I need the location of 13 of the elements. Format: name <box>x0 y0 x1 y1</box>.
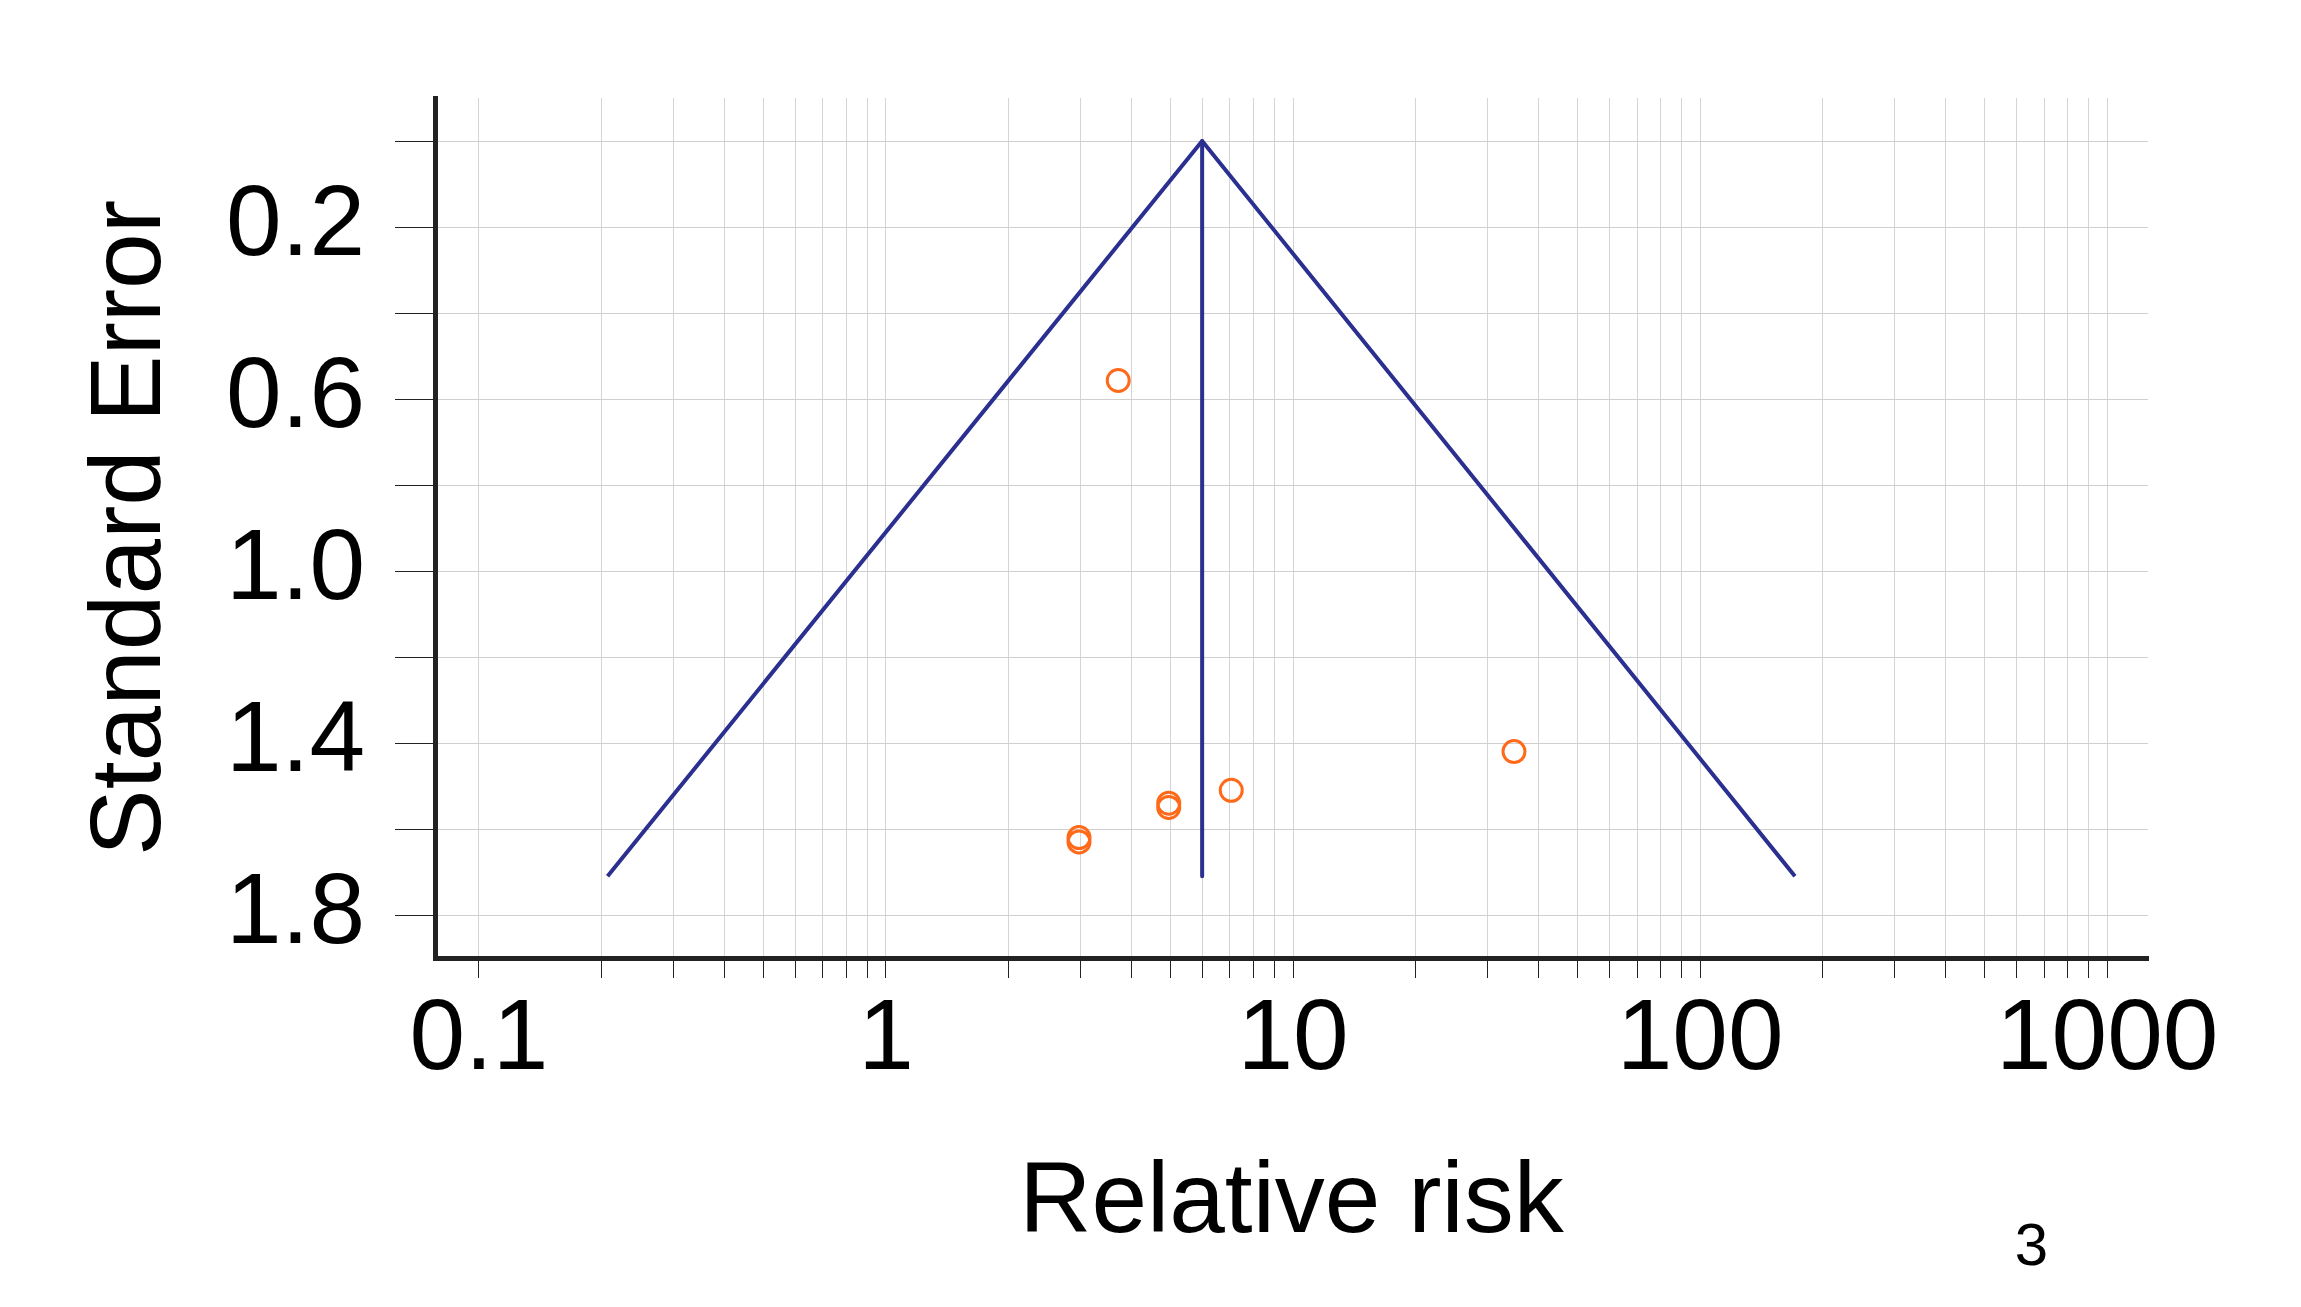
y-tick-label: 1.8 <box>226 851 366 964</box>
x-tick-label: 1000 <box>1995 977 2219 1090</box>
y-tick-label: 0.2 <box>226 163 366 276</box>
text: 3 <box>2014 1210 2048 1278</box>
x-tick-label: 1 <box>858 977 914 1090</box>
x-tick-label: 100 <box>1616 977 1784 1090</box>
x-tick-label: 0.1 <box>409 977 549 1090</box>
x-axis-title: Relative risk <box>1019 1140 1565 1253</box>
x-tick-label: 10 <box>1237 977 1349 1090</box>
y-tick-label: 1.0 <box>226 507 366 620</box>
y-tick-label: 1.4 <box>226 679 366 792</box>
y-axis-title: Standard Error <box>68 200 181 856</box>
y-tick-label: 0.6 <box>226 335 366 448</box>
